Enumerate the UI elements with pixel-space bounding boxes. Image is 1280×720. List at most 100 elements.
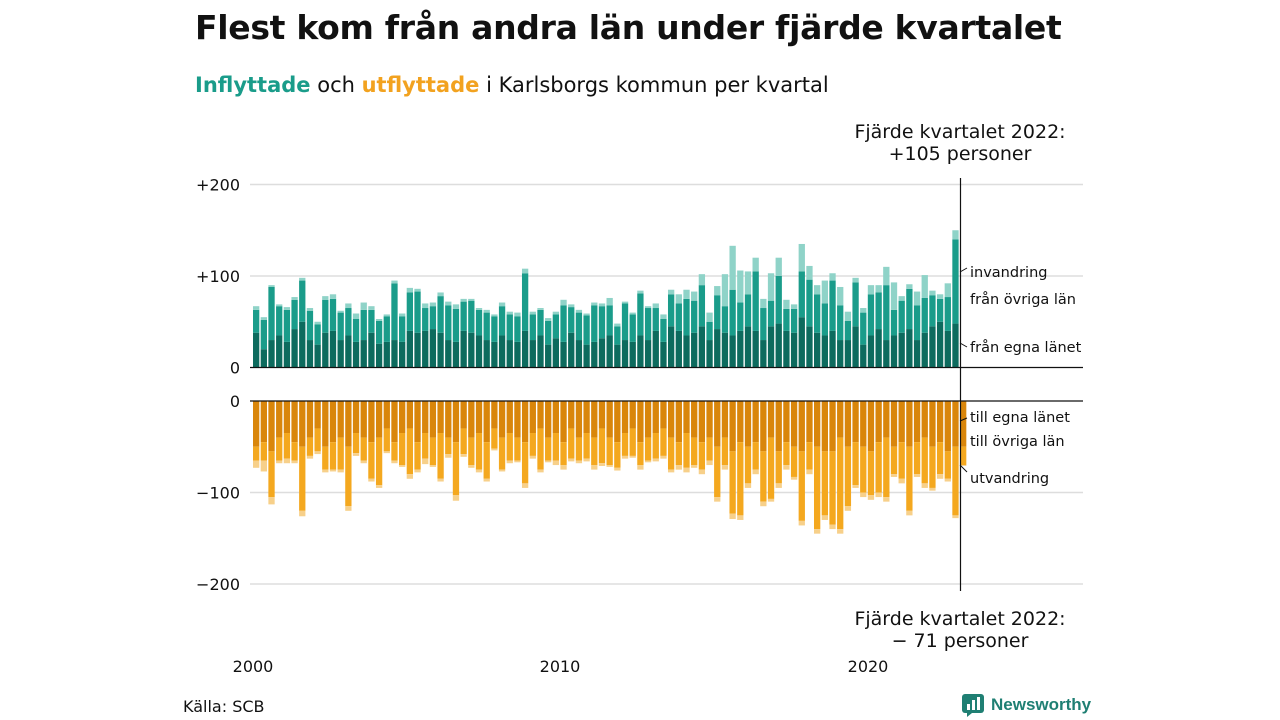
chart-title: Flest kom från andra län under fjärde kv… [195, 8, 1062, 47]
inflow-bar-1 [552, 338, 560, 368]
outflow-bar-1 [360, 401, 367, 438]
outflow-bar-3 [744, 483, 752, 488]
outflow-bar-1 [375, 401, 383, 438]
outflow-bar-2 [936, 442, 944, 475]
outflow-bar-3 [614, 467, 621, 471]
inflow-bar-1 [698, 326, 706, 368]
legend-label-outflow: utvandring [970, 471, 1049, 487]
outflow-bar-3 [960, 465, 967, 466]
outflow-bar-1 [429, 401, 437, 438]
outflow-bar-2 [529, 433, 536, 456]
inflow-bar-3 [637, 290, 644, 294]
outflow-bar-1 [814, 401, 821, 447]
outflow-bar-3 [775, 483, 782, 488]
outflow-bar-3 [299, 510, 306, 517]
inflow-bar-1 [560, 341, 567, 368]
inflow-bar-1 [906, 329, 913, 368]
outflow-bar-2 [821, 451, 828, 516]
legend-leader [959, 342, 968, 348]
inflow-bar-1 [268, 340, 275, 368]
outflow-bar-3 [829, 524, 836, 530]
outflow-bar-3 [437, 478, 444, 482]
inflow-bar-1 [629, 341, 636, 368]
y-tick-label-bottom: 0 [230, 392, 240, 411]
inflow-bar-2 [798, 271, 805, 318]
inflow-bar-1 [852, 326, 859, 368]
inflow-bar-2 [706, 321, 713, 341]
inflow-bar-3 [806, 265, 813, 280]
inflow-bar-1 [537, 335, 544, 368]
outflow-bar-1 [322, 401, 329, 447]
outflow-bar-3 [898, 478, 905, 484]
outflow-bar-2 [737, 442, 744, 516]
inflow-bar-3 [837, 286, 844, 306]
inflow-bar-2 [890, 309, 898, 336]
outflow-bar-3 [921, 483, 928, 488]
inflow-bar-2 [383, 316, 390, 342]
inflow-bar-2 [667, 294, 675, 327]
inflow-bar-3 [452, 304, 460, 309]
inflow-bar-1 [360, 340, 367, 368]
inflow-bar-2 [406, 292, 413, 331]
outflow-bar-3 [537, 469, 544, 473]
outflow-bar-2 [860, 446, 867, 493]
outflow-bar-2 [806, 442, 813, 470]
outflow-bar-2 [614, 442, 621, 468]
inflow-bar-2 [491, 316, 498, 342]
inflow-bar-2 [767, 300, 775, 327]
inflow-bar-3 [729, 245, 736, 290]
inflow-bar-3 [829, 273, 836, 281]
inflow-bar-3 [913, 291, 921, 306]
inflow-bar-1 [721, 332, 729, 368]
inflow-bar-3 [337, 310, 344, 313]
inflow-bar-2 [652, 308, 659, 331]
inflow-bar-2 [598, 306, 606, 339]
outflow-bar-1 [276, 401, 283, 438]
inflow-bar-1 [860, 344, 867, 368]
outflow-bar-2 [506, 433, 513, 461]
outflow-bar-2 [429, 437, 437, 466]
outflow-bar-3 [790, 476, 798, 480]
outflow-bar-1 [406, 401, 413, 429]
inflow-bar-2 [506, 314, 513, 341]
inflow-bar-3 [529, 311, 536, 315]
inflow-bar-3 [268, 285, 275, 287]
inflow-bar-1 [606, 335, 613, 368]
inflow-bar-1 [352, 341, 360, 368]
inflow-bar-3 [583, 313, 590, 316]
inflow-bar-2 [737, 302, 744, 331]
outflow-bar-2 [775, 451, 782, 484]
inflow-bar-3 [360, 302, 367, 310]
outflow-bar-2 [667, 437, 675, 470]
outflow-bar-2 [475, 433, 483, 470]
inflow-bar-3 [253, 306, 260, 310]
outflow-bar-1 [698, 401, 706, 443]
outflow-bar-1 [936, 401, 944, 443]
outflow-bar-3 [698, 469, 706, 475]
y-tick-label-bottom: −100 [196, 484, 240, 503]
inflow-bar-1 [345, 335, 352, 368]
inflow-bar-1 [829, 330, 836, 368]
outflow-bar-3 [814, 529, 821, 534]
inflow-bar-2 [860, 312, 867, 345]
outflow-bar-1 [253, 401, 260, 447]
newsworthy-logo[interactable]: Newsworthy [961, 693, 1091, 717]
inflow-bar-3 [952, 230, 959, 240]
inflow-bar-1 [306, 340, 314, 368]
inflow-bar-1 [752, 330, 759, 368]
legend-label-inflow: från egna länet [970, 339, 1082, 356]
inflow-bar-2 [814, 294, 821, 333]
inflow-bar-2 [575, 312, 583, 341]
inflow-bar-2 [545, 320, 552, 345]
inflow-bar-2 [952, 239, 959, 324]
outflow-bar-3 [883, 497, 890, 502]
outflow-bar-2 [606, 437, 613, 466]
inflow-bar-2 [352, 319, 360, 342]
outflow-bar-3 [414, 469, 421, 473]
outflow-bar-2 [906, 446, 913, 511]
legend-leader [959, 267, 968, 273]
inflow-bar-3 [429, 302, 437, 307]
outflow-bar-2 [837, 437, 844, 530]
inflow-bar-1 [253, 332, 260, 368]
inflow-bar-2 [614, 326, 621, 345]
